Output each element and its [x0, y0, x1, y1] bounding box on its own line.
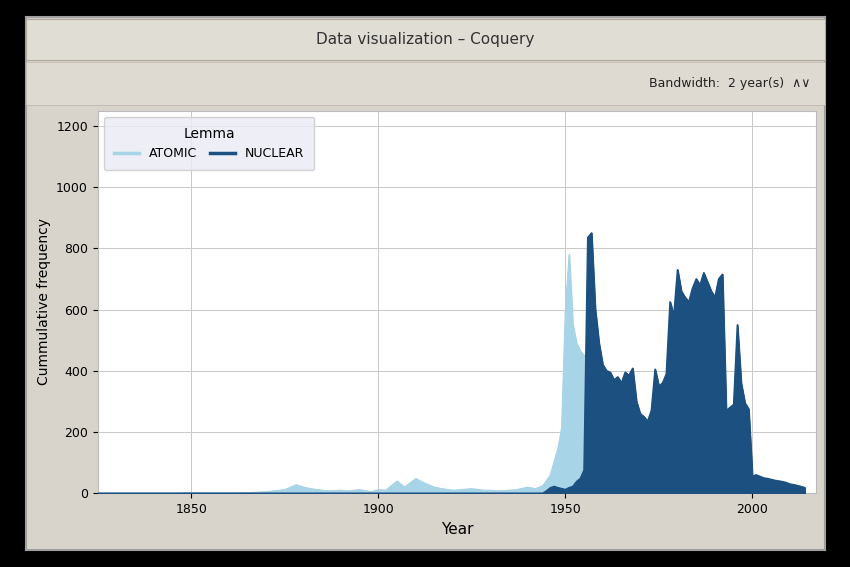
Text: Bandwidth:  2 year(s)  ∧∨: Bandwidth: 2 year(s) ∧∨ [649, 77, 810, 90]
Legend: ATOMIC, NUCLEAR: ATOMIC, NUCLEAR [104, 117, 314, 170]
Text: Data visualization – Coquery: Data visualization – Coquery [316, 32, 534, 46]
X-axis label: Year: Year [440, 522, 473, 536]
Y-axis label: Cummulative frequency: Cummulative frequency [37, 218, 51, 386]
